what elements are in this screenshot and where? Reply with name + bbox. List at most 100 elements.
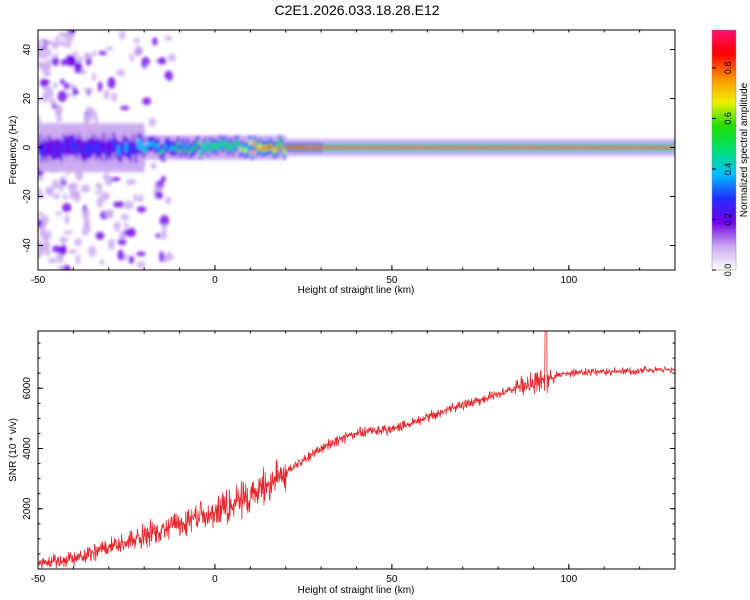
heatmap-noise-cell: [65, 55, 76, 67]
heatmap-cell: [300, 146, 304, 149]
heatmap-cell: [290, 146, 294, 149]
heatmap-cell: [246, 147, 250, 152]
heatmap-cell: [404, 146, 408, 149]
colorbar-frame: [711, 29, 737, 271]
heatmap-noise-cell: [83, 87, 94, 93]
heatmap-cell: [454, 146, 458, 149]
heatmap-cell: [595, 146, 599, 149]
heatmap-cell: [261, 146, 264, 152]
heatmap-noise-cell: [38, 97, 42, 102]
heatmap-cell: [389, 146, 393, 149]
heatmap-noise-cell: [123, 222, 129, 229]
heatmap-cell: [256, 146, 259, 151]
heatmap-cell: [436, 146, 440, 149]
heatmap-cell: [97, 141, 101, 153]
heatmap-noise-cell: [55, 210, 62, 216]
heatmap-cell: [70, 140, 74, 151]
heatmap-y-tick-label: -20: [22, 189, 33, 204]
heatmap-cell: [620, 146, 624, 149]
heatmap-noise-cell: [54, 107, 61, 117]
heatmap-noise-cell: [50, 50, 57, 56]
heatmap-noise-cell: [126, 227, 136, 238]
heatmap-noise-cell: [38, 190, 42, 195]
heatmap-cell: [491, 146, 495, 149]
heatmap-noise-cell: [63, 82, 69, 90]
heatmap-cell: [231, 146, 235, 151]
heatmap-cell: [659, 146, 663, 149]
heatmap-noise-cell: [159, 250, 165, 263]
heatmap-noise-cell: [116, 183, 122, 192]
heatmap-noise-cell: [164, 35, 173, 41]
heatmap-noise-cell: [94, 245, 102, 258]
heatmap-noise-cell: [63, 230, 74, 235]
heatmap-cell: [640, 146, 643, 149]
heatmap-cell: [642, 146, 646, 149]
figure-title: C2E1.2026.033.18.28.E12: [274, 2, 439, 18]
heatmap-y-tick-label: 0: [22, 144, 33, 150]
heatmap-noise-cell: [160, 230, 167, 240]
heatmap-cell: [466, 146, 470, 149]
heatmap-noise-cell: [59, 236, 68, 244]
heatmap-cell: [107, 141, 111, 152]
heatmap-noise-cell: [136, 206, 147, 213]
heatmap-cell: [409, 146, 413, 149]
heatmap-cell: [587, 146, 591, 149]
heatmap-cell: [216, 145, 220, 150]
heatmap-cell: [573, 146, 577, 149]
heatmap-noise-cell: [136, 261, 146, 269]
heatmap-noise-cell: [157, 57, 167, 65]
heatmap-cell: [263, 145, 267, 151]
heatmap-noise-cell: [70, 189, 81, 198]
heatmap-cell: [330, 146, 334, 149]
heatmap-cell: [431, 146, 435, 149]
heatmap-cell: [568, 146, 572, 149]
heatmap-cell: [543, 146, 547, 149]
heatmap-cell: [248, 140, 252, 146]
snr-plot-area: [38, 331, 675, 569]
heatmap-cell: [129, 146, 133, 157]
heatmap-cell: [112, 137, 116, 148]
heatmap-cell: [204, 142, 207, 148]
heatmap-cell: [179, 148, 183, 153]
heatmap-noise-cell: [74, 238, 83, 247]
heatmap-noise-layer: [38, 30, 177, 270]
heatmap-cell: [597, 146, 601, 149]
heatmap-cell: [139, 138, 143, 150]
heatmap-noise-cell: [119, 30, 126, 40]
heatmap-cell: [156, 143, 160, 148]
heatmap-noise-cell: [75, 254, 81, 265]
heatmap-noise-cell: [62, 203, 72, 213]
heatmap-noise-cell: [64, 214, 70, 225]
heatmap-noise-cell: [119, 231, 127, 240]
heatmap-noise-cell: [137, 194, 144, 203]
heatmap-cell: [362, 146, 366, 149]
heatmap-cell: [412, 146, 416, 149]
heatmap-cell: [367, 146, 371, 149]
heatmap-cell: [236, 140, 240, 146]
heatmap-noise-cell: [52, 193, 61, 200]
heatmap-cell: [55, 143, 59, 155]
heatmap-cell: [635, 146, 638, 149]
heatmap-noise-cell: [155, 191, 164, 200]
heatmap-noise-cell: [77, 77, 86, 86]
heatmap-cell: [372, 146, 376, 149]
heatmap-noise-cell: [82, 208, 90, 220]
heatmap-noise-cell: [42, 92, 48, 104]
heatmap-noise-cell: [120, 213, 129, 221]
heatmap-cell: [592, 146, 596, 149]
colorbar-gradient: [712, 30, 736, 270]
heatmap-noise-cell: [83, 216, 90, 229]
heatmap-cell: [75, 143, 79, 154]
heatmap-cell: [600, 146, 604, 149]
heatmap-noise-cell: [51, 179, 60, 190]
heatmap-noise-cell: [128, 255, 135, 264]
heatmap-noise-cell: [45, 40, 55, 46]
heatmap-y-axis-label: Frequency (Hz): [8, 116, 19, 185]
heatmap-cell: [320, 146, 324, 149]
heatmap-cell: [60, 146, 64, 157]
heatmap-cell: [464, 146, 468, 149]
heatmap-cell: [142, 142, 145, 153]
heatmap-noise-cell: [92, 51, 98, 57]
heatmap-cell: [506, 146, 510, 149]
heatmap-cell: [355, 146, 359, 149]
